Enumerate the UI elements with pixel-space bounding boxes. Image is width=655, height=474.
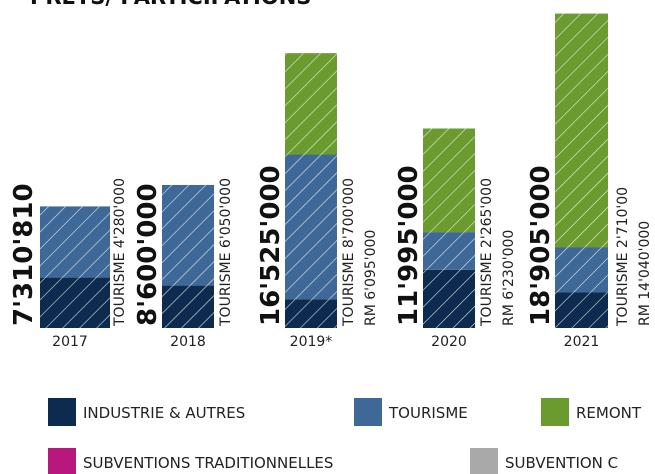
total-label: 11'995'000 [394,165,424,326]
legend-swatch [48,448,76,474]
hatch [162,285,214,328]
total-label: 18'905'000 [526,165,556,326]
chart-title: PRETS/ PARTICIPATIONS [30,0,311,9]
hatch [285,53,337,155]
segment-label: RM 6'095'000 [363,230,379,326]
segment-label: TOURISME 8'700'000 [341,178,357,327]
total-label: 8'600'000 [133,183,163,326]
legend-swatch [48,398,76,426]
x-tick-label: 2018 [170,334,206,350]
legend-swatch [541,398,569,426]
legend-label: REMONT [576,404,642,422]
segment-label: RM 6'230'000 [501,230,517,326]
legend-swatch [354,398,382,426]
legend-label: SUBVENTION C [505,454,618,472]
hatch [285,299,337,328]
hatch [285,154,337,300]
hatch [162,184,214,286]
segment-label: RM 14'040'000 [637,221,653,326]
legend-label: TOURISME [388,404,468,422]
segment-label: TOURISME 4'280'000 [112,178,128,327]
x-tick-label: 2021 [564,334,600,350]
hatch [423,232,475,270]
x-tick-label: 2019* [290,334,333,350]
hatch [555,13,608,248]
hatch [423,128,475,233]
total-label: 7'310'810 [9,183,39,326]
hatch [423,269,475,328]
x-tick-label: 2020 [431,334,467,350]
hatch [40,206,110,278]
segment-label: TOURISME 6'050'000 [218,178,234,327]
legend-label: SUBVENTIONS TRADITIONNELLES [83,454,333,472]
hatch [40,277,110,328]
total-label: 16'525'000 [256,165,286,326]
segment-label: TOURISME 2'710'00 [615,187,631,327]
hatch [555,292,608,328]
legend-label: INDUSTRIE & AUTRES [83,404,245,422]
x-tick-label: 2017 [52,334,88,350]
legend-swatch [470,448,498,474]
hatch [555,247,608,293]
segment-label: TOURISME 2'265'000 [479,178,495,327]
